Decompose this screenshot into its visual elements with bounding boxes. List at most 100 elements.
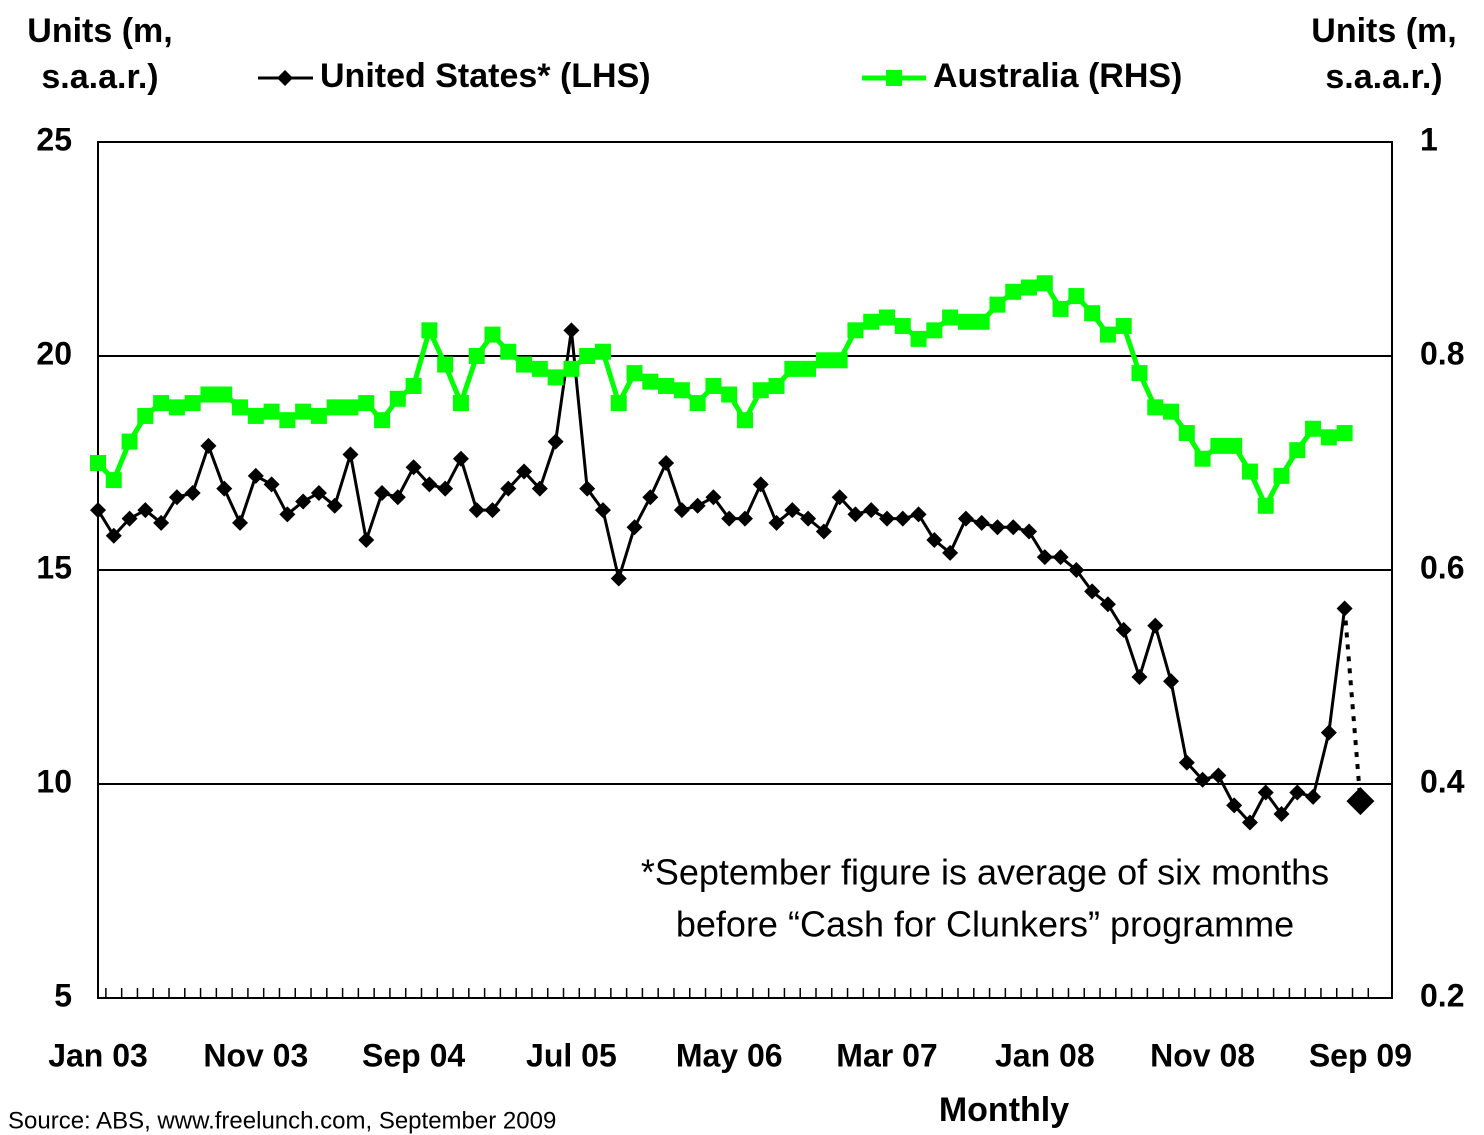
data-point: [879, 510, 895, 527]
series-dotted-line: [1342, 608, 1363, 802]
data-point: [1147, 617, 1164, 634]
data-point: [247, 407, 264, 424]
data-point: [216, 386, 233, 403]
data-point: [1320, 429, 1337, 446]
data-point: [942, 309, 959, 326]
data-point: [658, 455, 675, 471]
source-note: Source: ABS, www.freelunch.com, Septembe…: [8, 1107, 556, 1134]
data-point: [847, 506, 864, 523]
data-point: [310, 484, 327, 501]
data-point: [1241, 463, 1258, 480]
y2-axis-label: Units (m, s.a.a.r.): [1311, 12, 1457, 96]
data-point: [942, 544, 959, 561]
data-point: [452, 450, 469, 467]
data-point: [263, 476, 280, 493]
data-point: [784, 360, 801, 377]
data-point: [752, 382, 769, 399]
data-point: [1005, 519, 1022, 536]
data-point: [1052, 549, 1069, 566]
data-point: [310, 407, 327, 424]
data-point: [989, 519, 1006, 536]
data-point: [1099, 326, 1116, 343]
data-point: [831, 489, 848, 506]
data-point: [1336, 600, 1353, 617]
data-point: [705, 489, 722, 506]
data-point: [673, 382, 690, 399]
y2-tick-label: 0.6: [1420, 549, 1464, 585]
data-point: [1131, 669, 1148, 685]
x-tick-label: May 06: [676, 1037, 783, 1073]
data-point: [1068, 288, 1085, 305]
data-point: [1226, 797, 1243, 814]
data-point: [626, 365, 643, 382]
data-point: [216, 480, 233, 497]
data-point: [547, 369, 564, 386]
data-point: [1178, 754, 1195, 771]
data-point: [894, 510, 911, 527]
data-point: [973, 313, 990, 330]
data-point: [1021, 523, 1038, 540]
data-point: [736, 510, 753, 527]
y2-tick-label: 0.8: [1420, 335, 1464, 371]
data-point: [437, 480, 454, 497]
data-point: [1241, 814, 1258, 831]
data-point: [342, 446, 359, 463]
data-point: [768, 377, 785, 394]
data-point: [594, 343, 611, 360]
data-point: [658, 377, 675, 394]
data-point: [184, 395, 201, 412]
annotation: before “Cash for Clunkers” programme: [676, 904, 1294, 945]
data-point: [437, 356, 454, 373]
x-tick-label: Nov 03: [203, 1037, 308, 1073]
data-point: [452, 395, 469, 412]
data-point: [579, 348, 596, 364]
y2-tick-label: 0.2: [1420, 977, 1464, 1013]
data-point: [105, 527, 122, 544]
data-point: [90, 455, 106, 471]
data-point: [879, 309, 895, 326]
data-point: [673, 502, 690, 519]
data-point: [1036, 549, 1053, 566]
data-point: [247, 467, 264, 484]
data-point: [90, 502, 106, 519]
x-tick-label: Sep 09: [1309, 1037, 1412, 1073]
data-point: [831, 352, 848, 369]
data-point: [531, 360, 548, 377]
data-point: [153, 514, 170, 531]
data-point: [926, 532, 943, 549]
data-point: [800, 510, 817, 527]
data-point: [910, 506, 927, 523]
data-point: [121, 433, 138, 450]
data-point: [1068, 562, 1085, 578]
y-tick-label: 5: [54, 977, 72, 1013]
x-tick-label: Jan 03: [48, 1037, 148, 1073]
data-point: [863, 313, 880, 330]
data-point: [374, 484, 391, 501]
data-point: [1163, 673, 1180, 690]
data-point: [689, 395, 706, 412]
data-point: [642, 373, 659, 390]
data-point: [752, 476, 769, 493]
data-point: [894, 318, 911, 335]
data-point: [721, 510, 738, 527]
data-point: [531, 480, 548, 497]
data-point: [1021, 279, 1038, 296]
data-point: [153, 395, 170, 412]
data-point: [121, 510, 138, 527]
data-point: [721, 386, 738, 403]
data-point: [973, 514, 990, 531]
data-point: [1115, 621, 1132, 638]
data-point: [295, 403, 312, 420]
data-point: [800, 360, 817, 377]
y-tick-label: 25: [36, 121, 72, 157]
data-point: [610, 395, 627, 412]
data-point: [405, 459, 422, 476]
data-point: [342, 399, 359, 416]
data-point: [815, 352, 832, 369]
data-point: [1084, 583, 1101, 600]
data-point: [200, 386, 217, 403]
data-point: [168, 399, 185, 416]
data-point: [295, 493, 312, 510]
data-point: [500, 480, 517, 497]
